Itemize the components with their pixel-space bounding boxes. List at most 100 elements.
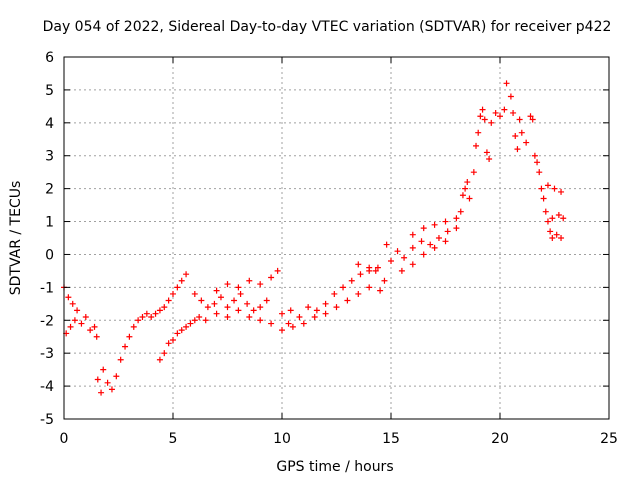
data-point [204,304,211,311]
data-point [388,258,394,265]
y-axis-label: SDTVAR / TECUs [8,181,24,296]
data-point [224,281,231,288]
data-point [191,317,198,324]
x-tick-label: 20 [491,431,509,447]
data-point [235,284,242,291]
data-point [161,304,168,311]
data-point [91,323,98,330]
data-point [409,261,416,268]
data-point [98,389,105,396]
data-point [547,228,554,235]
y-tick-label: -5 [40,412,54,428]
data-point [558,188,565,195]
x-tick-label: 5 [169,431,178,447]
data-point [510,109,517,116]
data-point [148,313,155,320]
y-tick-label: 6 [45,50,54,66]
plot-border [63,56,610,420]
data-point [357,271,364,278]
data-point [442,218,449,225]
data-point [250,307,257,314]
data-point [401,254,408,261]
data-point [313,307,320,314]
data-point [355,261,362,268]
grid [64,57,609,419]
data-point [516,116,523,123]
y-tick-label: 1 [45,215,54,231]
data-point [104,379,111,386]
y-tick-label: 5 [45,83,54,99]
data-point [488,119,495,126]
data-point [394,248,401,255]
data-point [122,343,129,350]
data-point [549,235,556,241]
data-point [374,264,381,271]
data-point [501,106,508,113]
data-point [183,271,190,278]
data-point [538,185,545,192]
data-point [481,116,488,123]
data-point [268,320,275,327]
data-point [475,129,482,136]
data-point [420,251,427,258]
data-point [93,333,100,340]
data-point [143,310,150,317]
data-point [237,290,244,297]
x-tick-label: 15 [382,431,400,447]
chart-title: Day 054 of 2022, Sidereal Day-to-day VTE… [43,19,612,35]
data-point [100,366,107,373]
data-point [65,294,72,301]
data-point [274,267,281,274]
data-point [198,297,205,304]
data-point [542,208,549,215]
data-point [427,241,434,248]
data-point [235,307,242,314]
data-point [174,330,181,337]
data-point [244,300,251,307]
data-point [113,373,120,380]
data-point [183,323,190,330]
data-point [459,192,466,199]
data-point [71,317,78,324]
data-point [191,290,198,297]
data-point [165,297,172,304]
data-point [178,327,185,334]
data-point [544,218,551,225]
y-tick-label: 3 [45,149,54,165]
x-tick-label: 0 [60,431,69,447]
data-points [61,80,567,396]
data-point [372,267,379,274]
data-point [285,320,292,327]
data-point [540,195,547,202]
data-point [74,307,81,314]
data-point [483,149,490,156]
data-point [398,267,405,274]
data-point [442,238,449,245]
data-point [161,350,168,357]
data-point [156,356,163,363]
data-point [348,277,355,284]
data-point [366,264,373,271]
data-point [544,182,551,189]
data-point [305,304,312,311]
data-point [279,327,285,334]
data-point [94,376,101,383]
data-point [213,310,220,317]
data-point [464,179,471,186]
data-point [224,313,231,320]
data-point [381,277,388,284]
data-point [257,317,264,324]
y-tick-label: 2 [45,182,54,198]
data-point [296,313,303,320]
data-point [178,277,185,284]
data-point [268,274,275,281]
data-point [263,297,270,304]
data-point [87,327,94,334]
data-point [78,320,85,327]
data-point [257,281,264,288]
data-point [135,317,142,324]
data-point [130,323,137,330]
data-point [466,195,473,202]
data-point [383,241,390,248]
data-point [534,159,541,166]
